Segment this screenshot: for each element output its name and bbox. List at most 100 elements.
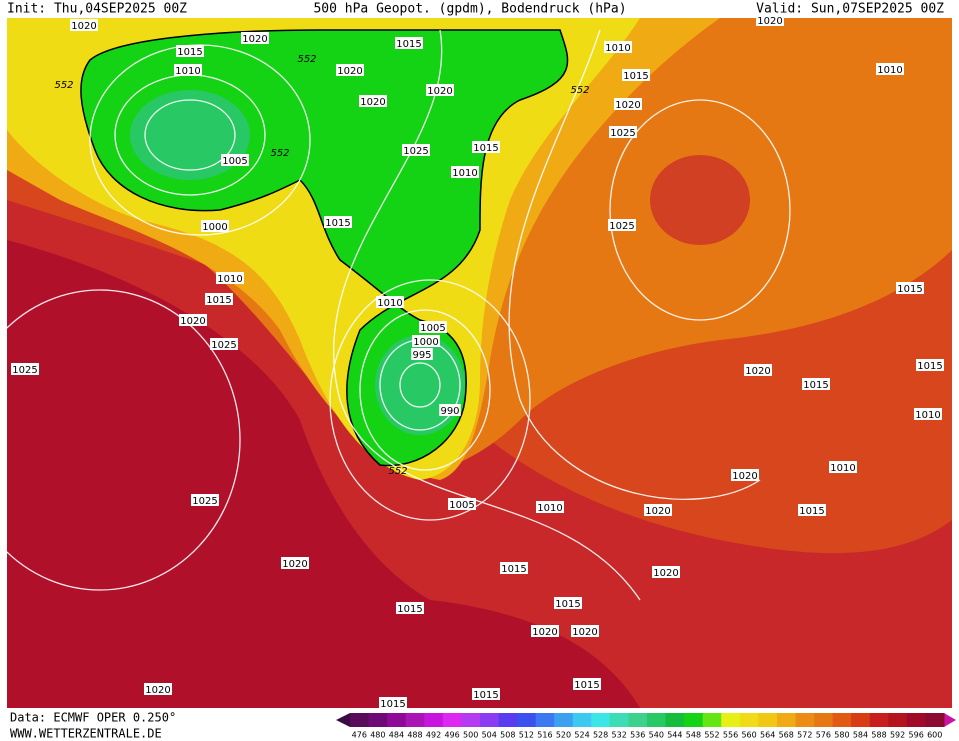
isobar-label-box [609, 126, 637, 138]
contour-label: 552 [388, 466, 407, 477]
colorbar-cell [776, 713, 796, 727]
colorbar-cell [368, 713, 388, 727]
isobar-label: 1020 [645, 506, 670, 517]
isobar-label: 1015 [473, 690, 498, 701]
colorbar-cell [906, 713, 926, 727]
isobar-label: 1010 [452, 168, 477, 179]
site: WWW.WETTERZENTRALE.DE [10, 727, 162, 741]
colorbar-label: 572 [797, 731, 812, 740]
colorbar-label: 536 [630, 731, 645, 740]
valid-time: Valid: Sun,07SEP2025 00Z [756, 2, 944, 17]
colorbar-end [944, 713, 956, 727]
colorbar-cell [424, 713, 444, 727]
isobar-label: 1015 [177, 47, 202, 58]
isobar-label-box [531, 625, 559, 637]
colorbar-label: 492 [426, 731, 441, 740]
isobar-label: 995 [412, 350, 431, 361]
isobar-label: 1005 [420, 323, 445, 334]
isobar-label-box [914, 408, 942, 420]
isobar-label-box [500, 562, 528, 574]
isobar-label: 1000 [413, 337, 438, 348]
colorbar-cell [665, 713, 685, 727]
colorbar-label: 500 [463, 731, 478, 740]
isobar-label-box [281, 557, 309, 569]
isobar-label-box [731, 469, 759, 481]
isobar-label-box [359, 95, 387, 107]
isobar-label: 1005 [222, 156, 247, 167]
isobar-label-box [472, 141, 500, 153]
isobar-label-box [144, 683, 172, 695]
colorbar-label: 504 [482, 731, 497, 740]
isobar-label-box [241, 32, 269, 44]
colorbar-cell [739, 713, 759, 727]
isobar-label-box [324, 216, 352, 228]
isobar-labels: 1020 1015 1010 1005 1000 1010 1015 1020 1025 1025… [11, 14, 944, 710]
isobar-label-box [402, 144, 430, 156]
colorbar-cell [498, 713, 518, 727]
colorbar-cell [442, 713, 462, 727]
isobar-label-box [571, 625, 599, 637]
isobar-label-box [176, 45, 204, 57]
colorbar-label: 488 [407, 731, 422, 740]
isobar-label: 1025 [610, 128, 635, 139]
isobar-label: 1020 [180, 316, 205, 327]
isobar-label-box [536, 501, 564, 513]
isobar-label-box [11, 363, 39, 375]
isobar-label-box [396, 602, 424, 614]
isobar-label: 1015 [799, 506, 824, 517]
isobar-label: 1020 [71, 21, 96, 32]
isobar-label-box [419, 321, 447, 333]
colorbar-cell [851, 713, 871, 727]
isobar-label-box [221, 154, 249, 166]
colorbar-label: 556 [723, 731, 738, 740]
isobar-label: 1010 [175, 66, 200, 77]
colorbar-label: 524 [574, 731, 589, 740]
isobar-label: 1025 [609, 221, 634, 232]
isobar-label-box [876, 63, 904, 75]
isobar-label-box [798, 504, 826, 516]
colorbar-label: 552 [704, 731, 719, 740]
isobar-label: 1010 [915, 410, 940, 421]
isobar-label: 1020 [360, 97, 385, 108]
isobar-label: 1015 [473, 143, 498, 154]
isobar-label: 1020 [745, 366, 770, 377]
data-source: Data: ECMWF OPER 0.250° [10, 711, 176, 725]
isobar-label: 990 [440, 406, 459, 417]
isobar-label: 1015 [397, 604, 422, 615]
colorbar-label: 508 [500, 731, 515, 740]
isobar-label: 1020 [427, 86, 452, 97]
colorbar-cell [405, 713, 425, 727]
colorbar-cell [350, 713, 370, 727]
isobar-label-box [216, 272, 244, 284]
isobar-label-box [756, 14, 784, 26]
colorbar-cell [461, 713, 481, 727]
colorbar-label: 548 [686, 731, 701, 740]
colorbar-label: 540 [649, 731, 664, 740]
colorbar-label: 512 [519, 731, 534, 740]
isobar-label: 1015 [917, 361, 942, 372]
colorbar-cell [479, 713, 499, 727]
colorbar-cell [554, 713, 574, 727]
isobar-label-box [439, 404, 461, 416]
isobar-label: 1010 [217, 274, 242, 285]
map [0, 18, 952, 708]
colorbar-cell [925, 713, 945, 727]
isobar-label: 1020 [572, 627, 597, 638]
colorbar-cell [535, 713, 555, 727]
colorbar-label: 516 [537, 731, 552, 740]
isobar-label-box [916, 359, 944, 371]
isobar-label-box [70, 19, 98, 31]
colorbar-cell [572, 713, 592, 727]
isobar-label: 1005 [449, 500, 474, 511]
colorbar-label: 592 [890, 731, 905, 740]
colorbar-cell [869, 713, 889, 727]
colorbar-label: 484 [389, 731, 404, 740]
isobar-label: 1000 [202, 222, 227, 233]
isobar-label-box [802, 378, 830, 390]
isobar-label: 1020 [242, 34, 267, 45]
colorbar-label: 476 [352, 731, 367, 740]
colorbar-cell [758, 713, 778, 727]
colorbar-cell [609, 713, 629, 727]
